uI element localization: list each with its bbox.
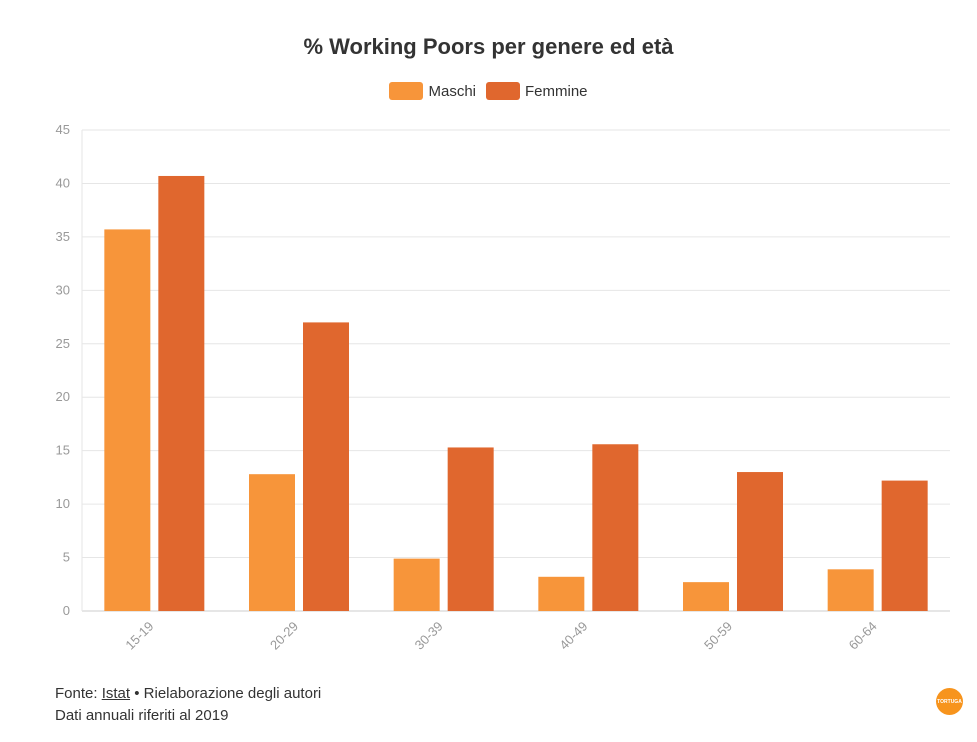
legend-item-femmine[interactable]: Femmine	[486, 82, 588, 100]
y-tick-label: 0	[63, 603, 70, 618]
chart-title: % Working Poors per genere ed età	[303, 34, 674, 59]
legend-label-maschi: Maschi	[428, 82, 476, 100]
source-link[interactable]: Istat	[101, 685, 131, 702]
x-tick-label: 15-19	[122, 619, 156, 653]
y-tick-label: 40	[56, 175, 70, 190]
y-tick-label: 30	[56, 282, 70, 297]
tortuga-logo-icon[interactable]: TORTUGA	[936, 688, 963, 715]
y-tick-label: 25	[56, 336, 70, 351]
bar-femmine-20-29	[303, 322, 349, 611]
legend-swatch-maschi	[389, 82, 424, 100]
legend-swatch-femmine	[486, 82, 520, 100]
y-tick-label: 20	[56, 389, 70, 404]
bar-femmine-40-49	[592, 444, 639, 611]
y-tick-label: 35	[56, 229, 70, 244]
legend-item-maschi[interactable]: Maschi	[389, 82, 476, 100]
y-tick-label: 5	[63, 550, 70, 565]
legend: Maschi Femmine	[0, 82, 977, 100]
bar-maschi-50-59	[683, 582, 729, 611]
bar-maschi-15-19	[104, 229, 151, 611]
bar-femmine-50-59	[737, 472, 783, 611]
x-tick-label: 20-29	[267, 619, 301, 653]
bar-femmine-60-64	[881, 480, 928, 611]
legend-label-femmine: Femmine	[525, 82, 588, 100]
x-tick-label: 50-59	[701, 619, 735, 653]
footer: Fonte: Istat • Rielaborazione degli auto…	[55, 683, 321, 727]
bar-maschi-20-29	[249, 474, 295, 611]
bar-maschi-30-39	[393, 558, 440, 611]
bar-maschi-40-49	[538, 576, 585, 611]
bar-femmine-30-39	[447, 447, 494, 611]
x-tick-label: 40-49	[556, 619, 590, 653]
y-tick-label: 45	[56, 122, 70, 137]
x-tick-label: 30-39	[412, 619, 446, 653]
source-suffix: • Rielaborazione degli autori	[134, 685, 322, 702]
source-line: Fonte: Istat • Rielaborazione degli auto…	[55, 683, 321, 705]
y-tick-label: 15	[56, 443, 70, 458]
bar-maschi-60-64	[827, 569, 874, 611]
footer-note: Dati annuali riferiti al 2019	[55, 707, 229, 724]
x-tick-label: 60-64	[846, 619, 880, 653]
bar-femmine-15-19	[158, 175, 205, 611]
y-tick-label: 10	[56, 496, 70, 511]
source-prefix: Fonte:	[55, 685, 98, 702]
